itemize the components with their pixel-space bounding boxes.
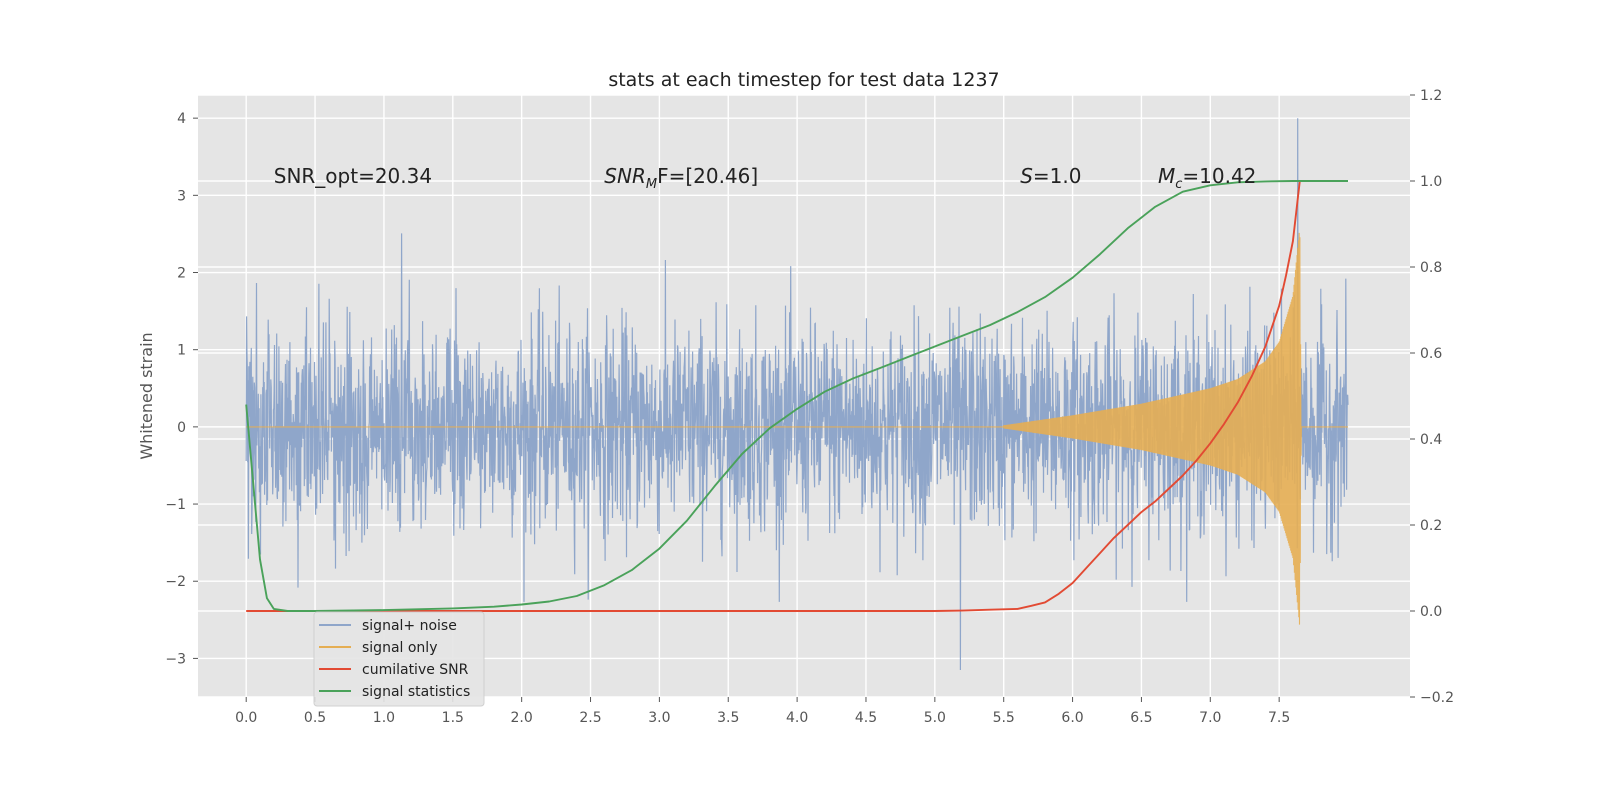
series-line-signal-noise xyxy=(245,118,1349,671)
y-tick-label: 4 xyxy=(177,111,186,127)
y-tick-label: 1 xyxy=(177,343,186,359)
x-tick-label: 6.5 xyxy=(1130,710,1152,726)
x-tick-label: 0.5 xyxy=(304,710,326,726)
y2-axis-ticks: −0.2 0.0 0.2 0.4 0.6 0.8 1.0 1.2 xyxy=(1410,88,1454,706)
x-axis-ticks: 0.0 0.5 1.0 1.5 2.0 2.5 3.0 3.5 4.0 4.5 5.0 5.5 6.0 6… xyxy=(235,697,1290,726)
x-tick-label: 4.0 xyxy=(786,710,808,726)
x-tick-label: 7.0 xyxy=(1199,710,1221,726)
y-axis-ticks: −3 −2 −1 0 1 2 3 4 xyxy=(165,111,198,667)
legend-label: signal only xyxy=(362,640,437,656)
x-tick-label: 3.5 xyxy=(717,710,739,726)
y2-tick-label: 0.0 xyxy=(1420,604,1442,620)
x-tick-label: 7.5 xyxy=(1268,710,1290,726)
x-tick-label: 1.5 xyxy=(442,710,464,726)
y-tick-label: −3 xyxy=(165,651,186,667)
y-tick-label: 3 xyxy=(177,188,186,204)
legend-label: cumilative SNR xyxy=(362,662,469,678)
y2-tick-label: 0.2 xyxy=(1420,518,1442,534)
x-tick-label: 2.0 xyxy=(511,710,533,726)
annotation-text: S=1.0 xyxy=(1020,164,1081,188)
y2-tick-label: 0.8 xyxy=(1420,260,1442,276)
x-tick-label: 3.0 xyxy=(648,710,670,726)
x-tick-label: 5.0 xyxy=(924,710,946,726)
y2-tick-label: 1.0 xyxy=(1420,174,1442,190)
y-tick-label: 2 xyxy=(177,266,186,282)
legend-label: signal+ noise xyxy=(362,618,457,634)
y-tick-label: 0 xyxy=(177,420,186,436)
series-layer xyxy=(245,118,1349,671)
legend-label: signal statistics xyxy=(362,684,470,700)
series-line-signal-statistics xyxy=(245,180,1348,612)
x-tick-label: 6.0 xyxy=(1061,710,1083,726)
series-line-signal-only xyxy=(246,232,1348,625)
y-tick-label: −1 xyxy=(165,497,186,513)
annotation-text: SNR_opt=20.34 xyxy=(274,164,432,188)
chart-title: stats at each timestep for test data 123… xyxy=(608,69,999,91)
y2-tick-label: 0.6 xyxy=(1420,346,1442,362)
legend-box xyxy=(313,611,485,707)
y2-tick-label: 1.2 xyxy=(1420,88,1442,104)
x-tick-label: 4.5 xyxy=(855,710,877,726)
x-tick-label: 1.0 xyxy=(373,710,395,726)
legend: signal+ noise signal only cumilative SNR si… xyxy=(313,611,485,707)
x-tick-label: 0.0 xyxy=(235,710,257,726)
x-tick-label: 2.5 xyxy=(579,710,601,726)
annotation-text: Mc=10.42 xyxy=(1158,164,1256,192)
series-line-cumulative-snr xyxy=(246,180,1348,612)
y-axis-label: Whitened strain xyxy=(137,332,156,459)
x-tick-label: 5.5 xyxy=(993,710,1015,726)
y2-tick-label: −0.2 xyxy=(1420,690,1454,706)
annotations: SNR_opt=20.34 SNRMF=[20.46] S=1.0 Mc=10.42 xyxy=(274,164,1257,192)
y-tick-label: −2 xyxy=(165,574,186,590)
annotation-text: SNRMF=[20.46] xyxy=(604,164,758,192)
y2-tick-label: 0.4 xyxy=(1420,432,1442,448)
